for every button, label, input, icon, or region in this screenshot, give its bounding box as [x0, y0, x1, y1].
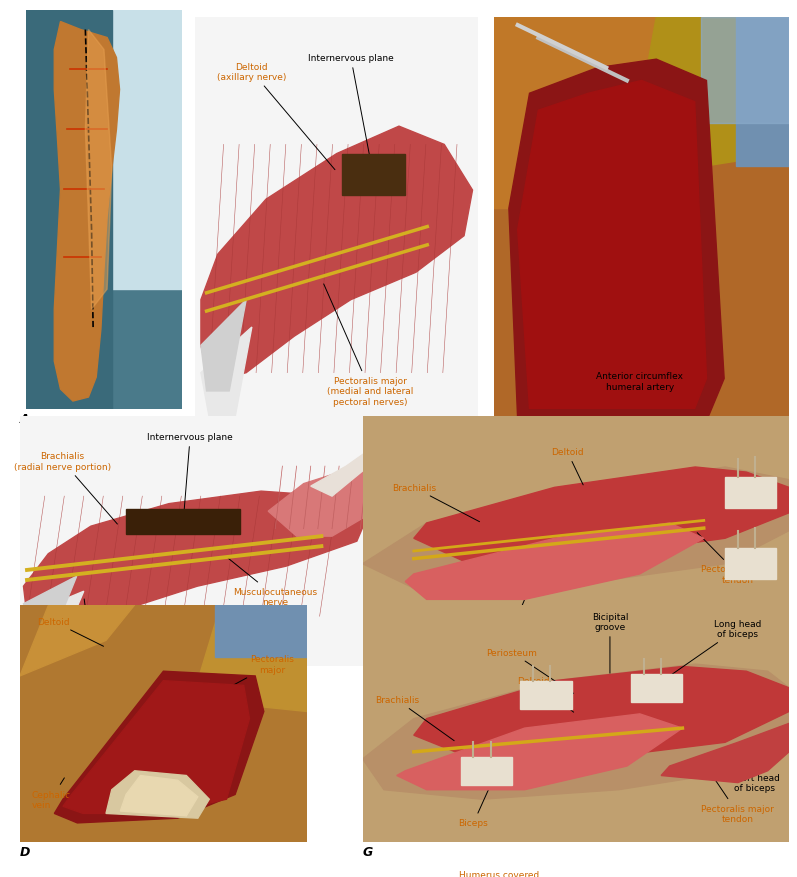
Text: Deltoid: Deltoid [551, 447, 583, 485]
Polygon shape [201, 127, 473, 382]
Polygon shape [363, 665, 789, 799]
Polygon shape [518, 82, 706, 409]
Polygon shape [54, 23, 120, 402]
Text: Bicipital
groove: Bicipital groove [591, 612, 628, 674]
Text: Anterior circumflex
humeral artery: Anterior circumflex humeral artery [596, 372, 683, 391]
Polygon shape [508, 60, 724, 422]
Text: Deltoid: Deltoid [37, 617, 104, 646]
Bar [112, 11, 182, 289]
Polygon shape [63, 681, 249, 814]
Text: Musculocutaneous
nerve: Musculocutaneous nerve [363, 696, 447, 716]
Text: Long head
of biceps: Long head of biceps [672, 619, 762, 674]
Polygon shape [661, 724, 789, 782]
Bar [725, 478, 776, 508]
Text: Musculocutaneous
nerve: Musculocutaneous nerve [228, 559, 317, 606]
Bar [26, 11, 112, 410]
Bar [701, 18, 789, 124]
Bar [343, 154, 405, 196]
Bar [215, 605, 307, 657]
Polygon shape [405, 524, 704, 600]
Polygon shape [54, 672, 264, 823]
Polygon shape [120, 775, 198, 816]
Text: Pectoralis
major: Pectoralis major [218, 654, 294, 694]
Polygon shape [311, 446, 375, 496]
Text: Deltoid
(axillary nerve): Deltoid (axillary nerve) [217, 62, 335, 170]
Text: Brachialis: Brachialis [375, 695, 454, 741]
Polygon shape [20, 605, 135, 676]
Polygon shape [85, 31, 112, 310]
Polygon shape [23, 592, 84, 642]
Text: G: G [363, 845, 373, 859]
Text: Internervous plane: Internervous plane [147, 432, 233, 521]
Text: D: D [20, 845, 30, 859]
Bar [631, 674, 682, 702]
Polygon shape [268, 461, 375, 537]
Bar [126, 509, 240, 534]
Text: Pectoralis major
tendon: Pectoralis major tendon [701, 778, 775, 824]
Polygon shape [192, 605, 307, 712]
Text: A: A [20, 412, 29, 425]
Text: Cephalic
vein: Cephalic vein [31, 778, 70, 809]
Polygon shape [414, 667, 789, 766]
Text: Deltoid: Deltoid [517, 676, 574, 712]
Polygon shape [23, 492, 367, 622]
Polygon shape [626, 18, 789, 179]
Polygon shape [397, 714, 682, 790]
Text: Periosteum: Periosteum [486, 648, 574, 694]
Text: Humerus covered
with periosteum: Humerus covered with periosteum [459, 870, 540, 877]
Polygon shape [414, 467, 789, 564]
Text: Brachialis: Brachialis [392, 483, 480, 522]
Text: Short head
of biceps: Short head of biceps [727, 759, 779, 793]
Text: Biceps: Biceps [548, 204, 645, 221]
Text: Pectoralis major
(medial and lateral
pectoral nerves): Pectoralis major (medial and lateral pec… [324, 284, 414, 406]
Text: Biceps: Biceps [501, 582, 532, 624]
Bar [494, 18, 657, 209]
Text: F: F [363, 674, 371, 688]
Text: E: E [494, 446, 503, 460]
Bar [520, 681, 571, 709]
Polygon shape [363, 467, 789, 595]
Text: Internervous plane: Internervous plane [308, 54, 394, 175]
Text: Biceps: Biceps [458, 788, 489, 828]
Text: Brachialis
(radial nerve portion): Brachialis (radial nerve portion) [14, 452, 117, 524]
Bar [736, 18, 789, 167]
Bar [461, 757, 512, 785]
Text: Pectoralis major
tendon: Pectoralis major tendon [697, 533, 775, 584]
Polygon shape [23, 576, 77, 629]
Polygon shape [201, 300, 246, 391]
Text: C: C [20, 670, 29, 683]
Text: B: B [195, 477, 205, 490]
Polygon shape [106, 771, 210, 818]
Bar [725, 549, 776, 580]
Text: Brachialis
(musculocutaneous nerve): Brachialis (musculocutaneous nerve) [30, 599, 151, 656]
Polygon shape [201, 328, 252, 419]
